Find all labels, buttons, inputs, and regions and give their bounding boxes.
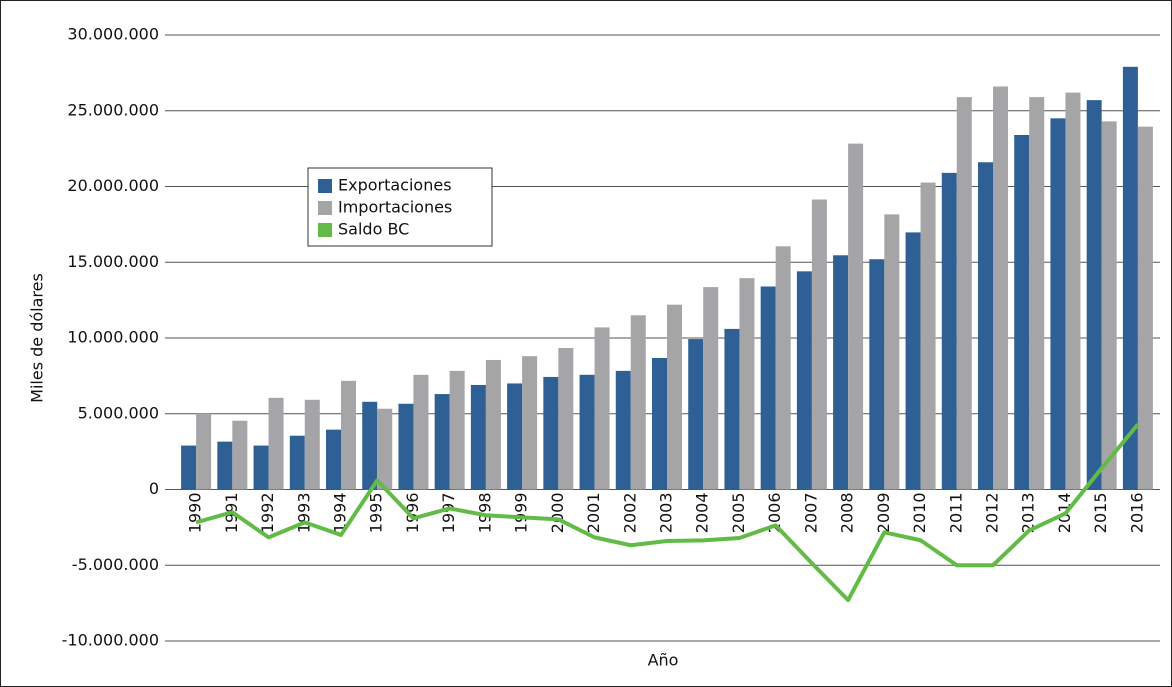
legend-label: Exportaciones — [338, 176, 452, 195]
bar — [543, 376, 559, 490]
x-tick-label: 1999 — [512, 493, 531, 534]
x-tick-label: 2013 — [1019, 493, 1038, 534]
bar — [1065, 92, 1081, 490]
x-tick-label: 2008 — [838, 493, 857, 534]
bar — [485, 359, 501, 490]
x-tick-label: 2016 — [1127, 493, 1146, 534]
bar — [667, 304, 682, 490]
bar — [507, 383, 523, 490]
bar — [869, 259, 885, 490]
bar — [703, 287, 719, 490]
legend-swatch — [318, 179, 332, 193]
y-tick-label: 25.000.000 — [67, 100, 159, 119]
x-tick-label: 2012 — [983, 493, 1002, 534]
bar — [326, 429, 341, 490]
bar — [775, 246, 791, 490]
bar — [217, 441, 233, 490]
bar — [615, 370, 631, 490]
bar — [579, 374, 595, 490]
bar — [833, 255, 849, 490]
bar — [724, 328, 740, 490]
x-tick-label: 1995 — [367, 493, 386, 534]
bar — [558, 347, 574, 490]
x-tick-label: 2015 — [1091, 493, 1110, 534]
x-tick-label: 2003 — [657, 493, 676, 534]
line — [195, 423, 1140, 603]
bar — [304, 399, 320, 490]
y-tick-label: 5.000.000 — [78, 403, 159, 422]
bar — [470, 384, 486, 490]
x-tick-label: 2010 — [910, 493, 929, 534]
x-tick-label: 2001 — [584, 493, 603, 534]
bar — [449, 370, 465, 490]
bar — [1029, 97, 1045, 490]
bar — [289, 435, 305, 490]
bar — [377, 408, 393, 490]
legend-box — [307, 167, 493, 247]
bar — [341, 380, 356, 490]
y-tick-label: 15.000.000 — [67, 252, 159, 271]
bar — [978, 162, 993, 490]
y-axis-title: Miles de dólares — [28, 273, 47, 403]
bar — [594, 327, 610, 490]
bar — [688, 339, 704, 490]
bar — [196, 413, 212, 490]
legend-swatch — [318, 223, 332, 237]
bar — [796, 271, 812, 490]
x-tick-label: 2007 — [801, 493, 820, 534]
bar — [1086, 100, 1102, 490]
bar — [1050, 118, 1066, 490]
legend-swatch — [318, 201, 332, 215]
bar — [884, 214, 900, 490]
x-tick-label: 2005 — [729, 493, 748, 534]
bar — [398, 403, 414, 490]
bar — [1014, 134, 1030, 490]
x-tick-label: 2006 — [765, 493, 784, 534]
bar — [993, 86, 1008, 490]
bar — [739, 278, 755, 490]
y-tick-label: -5.000.000 — [72, 555, 159, 574]
x-tick-label: 2011 — [946, 493, 965, 534]
bar — [362, 401, 378, 490]
bar — [434, 394, 450, 490]
x-tick-label: 1990 — [186, 493, 205, 534]
y-tick-label: 0 — [149, 479, 159, 498]
bar — [522, 356, 538, 490]
bar — [941, 172, 957, 490]
y-tick-label: -10.000.000 — [62, 631, 159, 650]
x-tick-label: 1996 — [403, 493, 422, 534]
bar — [413, 374, 429, 490]
bar — [652, 357, 667, 490]
x-axis-title: Año — [648, 651, 679, 670]
x-tick-label: 2009 — [874, 493, 893, 534]
x-tick-label: 1998 — [475, 493, 494, 534]
y-tick-label: 30.000.000 — [67, 25, 159, 44]
bar — [1137, 126, 1153, 490]
x-tick-label: 2002 — [620, 493, 639, 534]
bar — [268, 397, 284, 490]
bar — [1101, 121, 1117, 490]
bar — [1122, 66, 1138, 490]
x-tick-label: 1992 — [258, 493, 277, 534]
bar — [232, 420, 248, 490]
bar — [630, 315, 646, 490]
y-tick-label: 20.000.000 — [67, 176, 159, 195]
bar — [253, 445, 269, 490]
bar — [920, 182, 936, 490]
bar — [811, 199, 827, 490]
x-tick-label: 1997 — [439, 493, 458, 534]
bar — [760, 286, 776, 490]
bar — [848, 143, 864, 490]
bar — [956, 97, 972, 490]
legend-label: Saldo BC — [338, 220, 409, 239]
legend-label: Importaciones — [338, 198, 452, 217]
x-tick-label: 2004 — [693, 493, 712, 534]
x-tick-label: 2000 — [548, 493, 567, 534]
y-tick-label: 10.000.000 — [67, 328, 159, 347]
bar — [905, 232, 921, 490]
x-tick-label: 1994 — [331, 493, 350, 534]
bar — [181, 445, 197, 490]
